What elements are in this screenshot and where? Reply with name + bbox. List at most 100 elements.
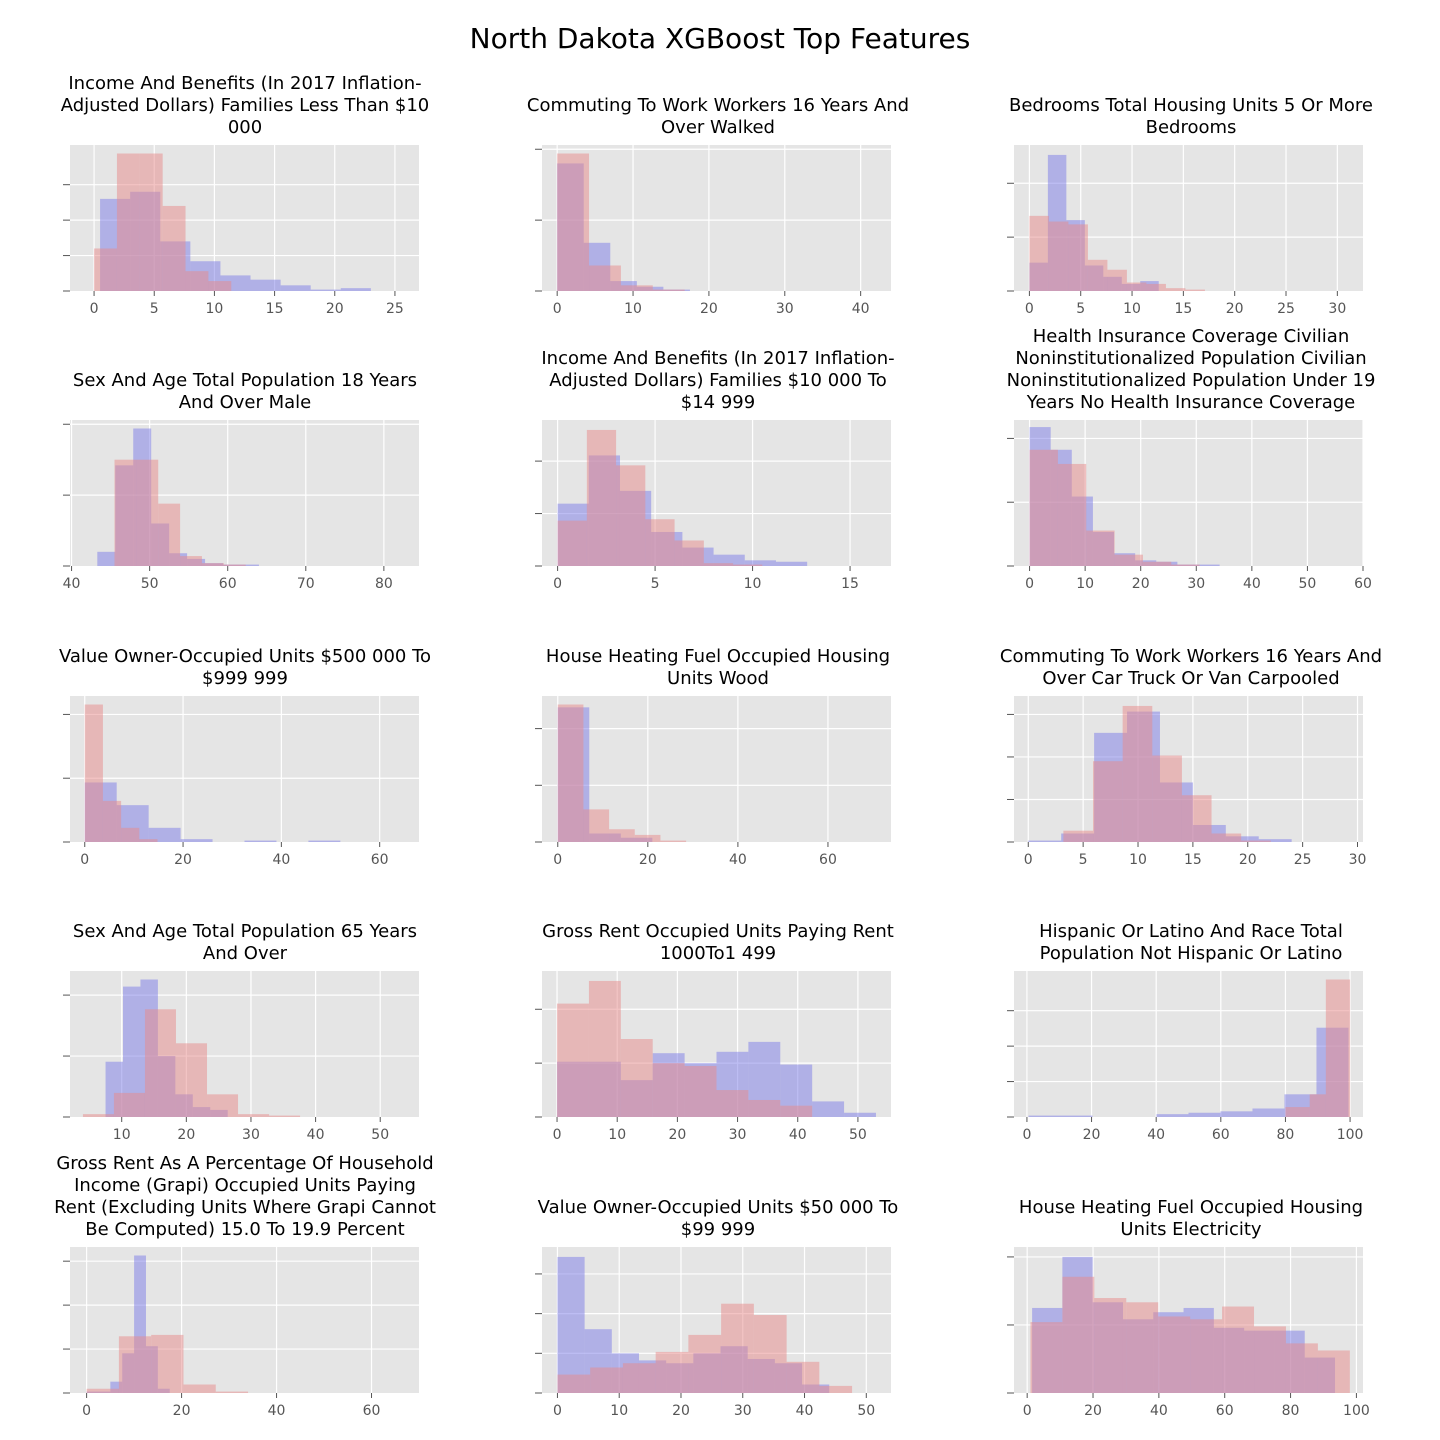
panel-title-line: Value Owner-Occupied Units $500 000 To	[58, 646, 432, 667]
histogram-bar-blue	[844, 1112, 876, 1117]
panel-title-line: Commuting To Work Workers 16 Years And	[526, 95, 910, 116]
panel-title-line: Health Insurance Coverage Civilian	[1032, 326, 1350, 347]
x-tick-label: 60	[371, 852, 389, 868]
histogram-bar-red	[158, 503, 181, 566]
histogram-bar-red	[1086, 530, 1115, 566]
x-tick-label: 30	[1349, 852, 1367, 868]
panel-title-line: Bedrooms Total Housing Units 5 Or More	[1009, 95, 1373, 116]
histogram-bar-red	[208, 281, 232, 291]
histogram-bar-blue	[1188, 1112, 1221, 1117]
histogram-bar-red	[162, 205, 186, 291]
histogram-bar-red	[1107, 269, 1127, 291]
x-tick-label: 40	[789, 1127, 807, 1143]
x-tick-label: 10	[205, 301, 223, 317]
histogram-bar-red	[1114, 554, 1143, 566]
x-tick-label: 20	[672, 1403, 690, 1419]
x-tick-label: 40	[272, 852, 290, 868]
histogram-bar-red	[201, 563, 224, 566]
x-tick-label: 0	[90, 301, 99, 317]
x-tick-label: 0	[1025, 301, 1034, 317]
histogram-bar-blue	[134, 1255, 146, 1393]
histogram-bar-blue	[97, 551, 116, 566]
x-tick-label: 40	[796, 1403, 814, 1419]
x-tick-label: 100	[1343, 1403, 1370, 1419]
x-tick-label: 40	[852, 301, 870, 317]
histogram-bar-red	[622, 1363, 656, 1393]
histogram-bar-blue	[1028, 1115, 1061, 1117]
histogram-bar-red	[84, 704, 103, 842]
plot-background	[1014, 971, 1363, 1117]
x-tick-label: 0	[1022, 1127, 1031, 1143]
histogram-bar-red	[557, 520, 587, 566]
x-tick-label: 5	[1076, 301, 1085, 317]
x-tick-label: 40	[1147, 1127, 1165, 1143]
panel-title-line: Over Car Truck Or Van Carpooled	[1042, 668, 1340, 689]
histogram-bar-red	[118, 1336, 152, 1393]
histogram-bar-red	[557, 153, 590, 291]
panel-title-line: Gross Rent As A Percentage Of Household	[56, 1153, 434, 1174]
panel-title-line: Rent (Excluding Units Where Grapi Cannot	[54, 1197, 436, 1218]
x-tick-label: 30	[1187, 576, 1205, 592]
x-tick-label: 80	[375, 576, 393, 592]
x-tick-label: 10	[1123, 301, 1141, 317]
histogram-bar-red	[716, 1090, 749, 1117]
histogram-panel: 0 10 20 30 40 50	[535, 971, 891, 1143]
histogram-bar-blue	[1156, 1114, 1189, 1117]
x-tick-label: 40	[1243, 576, 1261, 592]
histogram-bar-red	[589, 265, 621, 291]
x-tick-label: 25	[386, 301, 404, 317]
x-tick-label: 40	[268, 1403, 286, 1419]
panel-title: Bedrooms Total Housing Units 5 Or More Be…	[961, 95, 1421, 139]
panel-title-line: $99 999	[680, 1219, 756, 1240]
panel-title: Income And Benefits (In 2017 Inflation- A…	[15, 73, 475, 139]
panel-title: Gross Rent As A Percentage Of Household I…	[15, 1153, 475, 1241]
histogram-bar-red	[786, 1361, 820, 1393]
histogram-bar-red	[652, 1063, 685, 1117]
x-tick-label: 20	[1239, 852, 1257, 868]
histogram-bar-red	[116, 153, 140, 291]
histogram-bar-red	[1087, 259, 1108, 291]
x-tick-label: 5	[1079, 852, 1088, 868]
x-tick-label: 20	[174, 852, 192, 868]
x-tick-label: 50	[1299, 576, 1317, 592]
histogram-bar-red	[113, 1092, 145, 1117]
x-tick-label: 20	[1226, 301, 1244, 317]
panel-title: Value Owner-Occupied Units $50 000 To $99…	[488, 1197, 948, 1241]
histogram-bar-red	[1211, 833, 1242, 842]
histogram-panel: 0 20 40 60	[63, 1247, 419, 1419]
panel-title-line: Gross Rent Occupied Units Paying Rent	[542, 921, 894, 942]
x-tick-label: 80	[1277, 1127, 1295, 1143]
histogram-bar-blue	[340, 288, 371, 291]
histogram-bar-red	[1325, 979, 1351, 1117]
panel-title-line: Income And Benefits (In 2017 Inflation-	[68, 73, 422, 94]
panel-title: Commuting To Work Workers 16 Years And Ov…	[961, 646, 1421, 690]
x-tick-label: 10	[744, 576, 762, 592]
x-tick-label: 40	[63, 576, 81, 592]
histogram-bar-blue	[1198, 564, 1220, 566]
histogram-bar-red	[144, 1009, 176, 1117]
panel-title-line: $14 999	[680, 392, 756, 413]
x-tick-label: 20	[700, 301, 718, 317]
x-tick-label: 15	[266, 301, 284, 317]
panel-title-line: Adjusted Dollars) Families $10 000 To	[549, 370, 887, 391]
x-tick-label: 100	[1337, 1127, 1364, 1143]
histogram-bar-red	[1309, 1094, 1326, 1117]
x-tick-label: 10	[1129, 852, 1147, 868]
panel-title-line: And Over	[202, 943, 288, 964]
x-tick-label: 20	[668, 1127, 686, 1143]
x-tick-label: 20	[326, 301, 344, 317]
histogram-bar-red	[655, 1351, 689, 1393]
histogram-bar-blue	[812, 1101, 845, 1117]
histogram-bar-red	[645, 519, 675, 566]
histogram-bar-red	[1030, 1322, 1063, 1393]
panel-title-line: Population Not Hispanic Or Latino	[1039, 943, 1343, 964]
histogram-bar-blue	[1028, 840, 1062, 842]
histogram-bar-red	[207, 1094, 239, 1117]
panel-title-line: Commuting To Work Workers 16 Years And	[999, 646, 1383, 667]
x-tick-label: 60	[1354, 576, 1372, 592]
histogram-bar-red	[175, 1043, 208, 1117]
histogram-panel: 0 10 20 30 40 50 60	[1007, 420, 1372, 592]
histogram-bar-red	[151, 1334, 184, 1393]
histogram-bar-red	[609, 829, 635, 842]
histogram-bar-red	[1093, 761, 1123, 842]
